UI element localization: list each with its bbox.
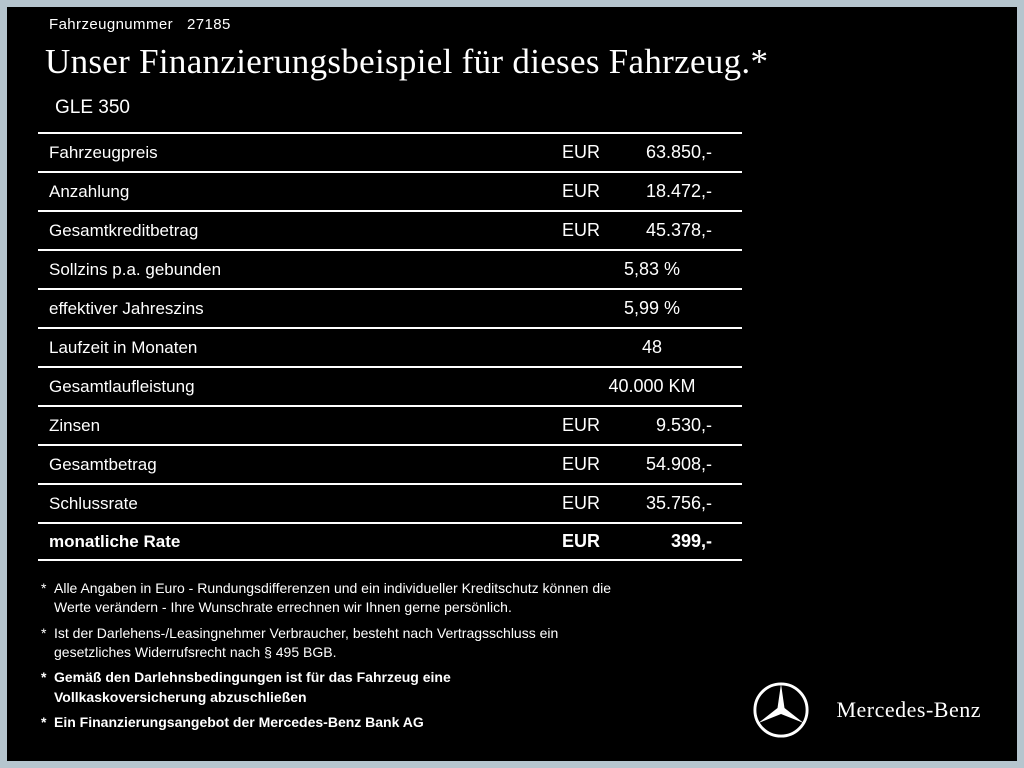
row-value: EUR 35.756,- bbox=[562, 493, 742, 514]
footnote-marker: * bbox=[41, 580, 47, 596]
row-value: EUR 18.472,- bbox=[562, 181, 742, 202]
table-row-anzahlung: Anzahlung EUR 18.472,- bbox=[38, 171, 742, 210]
table-row-gesamtlaufleistung: Gesamtlaufleistung 40.000 KM bbox=[38, 366, 742, 405]
brand-block: Mercedes-Benz bbox=[752, 681, 981, 739]
table-row-monatliche-rate: monatliche Rate EUR 399,- bbox=[38, 522, 742, 561]
row-label: monatliche Rate bbox=[49, 531, 181, 551]
currency-label: EUR bbox=[562, 493, 601, 513]
row-value: EUR 399,- bbox=[562, 531, 742, 552]
footnote-marker: * bbox=[41, 669, 47, 686]
amount-value: 54.908,- bbox=[645, 454, 712, 474]
table-row-effektiver-jahreszins: effektiver Jahreszins 5,99 % bbox=[38, 288, 742, 327]
amount-value: 9.530,- bbox=[655, 415, 712, 435]
vehicle-model: GLE 350 bbox=[55, 97, 130, 118]
currency-label: EUR bbox=[562, 454, 601, 474]
table-row-gesamtkreditbetrag: Gesamtkreditbetrag EUR 45.378,- bbox=[38, 210, 742, 249]
amount-value: 63.850,- bbox=[645, 142, 712, 162]
row-value: EUR 45.378,- bbox=[562, 220, 742, 241]
currency-label: EUR bbox=[562, 181, 601, 201]
brand-name: Mercedes-Benz bbox=[836, 697, 981, 722]
row-label: Fahrzeugpreis bbox=[49, 142, 158, 162]
amount-value: 35.756,- bbox=[645, 493, 712, 513]
footnote-vollkasko: * Gemäß den Darlehnsbedingungen ist für … bbox=[41, 668, 1017, 707]
row-label: Anzahlung bbox=[49, 181, 130, 201]
table-row-gesamtbetrag: Gesamtbetrag EUR 54.908,- bbox=[38, 444, 742, 483]
row-label: Laufzeit in Monaten bbox=[49, 337, 198, 357]
row-value: 48 bbox=[641, 337, 663, 357]
amount-value: 18.472,- bbox=[645, 181, 712, 201]
amount-value: 399,- bbox=[670, 531, 712, 551]
footnote-text: Gemäß den Darlehnsbedingungen ist für da… bbox=[54, 669, 451, 705]
row-label: Gesamtkreditbetrag bbox=[49, 220, 199, 240]
amount-value: 45.378,- bbox=[645, 220, 712, 240]
row-value: EUR 63.850,- bbox=[562, 142, 742, 163]
footnote-text: Ist der Darlehens-/Leasingnehmer Verbrau… bbox=[54, 624, 559, 660]
financing-table: Fahrzeugpreis EUR 63.850,- Anzahlung EUR… bbox=[38, 132, 742, 561]
mercedes-star-icon bbox=[752, 681, 810, 739]
vehicle-number: Fahrzeugnummer 27185 bbox=[7, 7, 1017, 33]
row-value: EUR 54.908,- bbox=[562, 454, 742, 475]
row-label: Sollzins p.a. gebunden bbox=[49, 259, 222, 279]
table-row-schlussrate: Schlussrate EUR 35.756,- bbox=[38, 483, 742, 522]
currency-label: EUR bbox=[562, 415, 601, 435]
row-label: Gesamtbetrag bbox=[49, 454, 157, 474]
footnote-marker: * bbox=[41, 624, 47, 641]
page-title: Unser Finanzierungsbeispiel für dieses F… bbox=[45, 42, 769, 81]
table-row-sollzins: Sollzins p.a. gebunden 5,83 % bbox=[38, 249, 742, 288]
footnote-text: Alle Angaben in Euro - Rundungsdifferenz… bbox=[54, 580, 612, 616]
table-row-laufzeit: Laufzeit in Monaten 48 bbox=[38, 327, 742, 366]
currency-label: EUR bbox=[562, 142, 601, 162]
footnotes: * Alle Angaben in Euro - Rundungsdiffere… bbox=[41, 579, 1017, 732]
currency-label: EUR bbox=[562, 531, 601, 551]
footnote-widerrufsrecht: * Ist der Darlehens-/Leasingnehmer Verbr… bbox=[41, 624, 1017, 663]
footnote-rounding: * Alle Angaben in Euro - Rundungsdiffere… bbox=[41, 579, 1017, 618]
currency-label: EUR bbox=[562, 220, 601, 240]
row-value: 5,83 % bbox=[623, 259, 681, 279]
row-value: EUR 9.530,- bbox=[562, 415, 742, 436]
footnote-text: Ein Finanzierungsangebot der Mercedes-Be… bbox=[54, 713, 424, 730]
vehicle-number-label: Fahrzeugnummer bbox=[49, 16, 173, 33]
page-background: Fahrzeugnummer 27185 Unser Finanzierungsb… bbox=[7, 7, 1017, 761]
table-row-zinsen: Zinsen EUR 9.530,- bbox=[38, 405, 742, 444]
vehicle-number-value: 27185 bbox=[186, 16, 231, 33]
footnote-bank: * Ein Finanzierungsangebot der Mercedes-… bbox=[41, 713, 1017, 732]
table-row-fahrzeugpreis: Fahrzeugpreis EUR 63.850,- bbox=[38, 132, 742, 171]
footnote-marker: * bbox=[41, 713, 47, 730]
row-label: Zinsen bbox=[49, 415, 101, 435]
row-label: Gesamtlaufleistung bbox=[49, 376, 195, 396]
row-label: Schlussrate bbox=[49, 493, 138, 513]
row-value: 5,99 % bbox=[623, 298, 681, 318]
row-value: 40.000 KM bbox=[608, 376, 696, 396]
row-label: effektiver Jahreszins bbox=[49, 298, 204, 318]
